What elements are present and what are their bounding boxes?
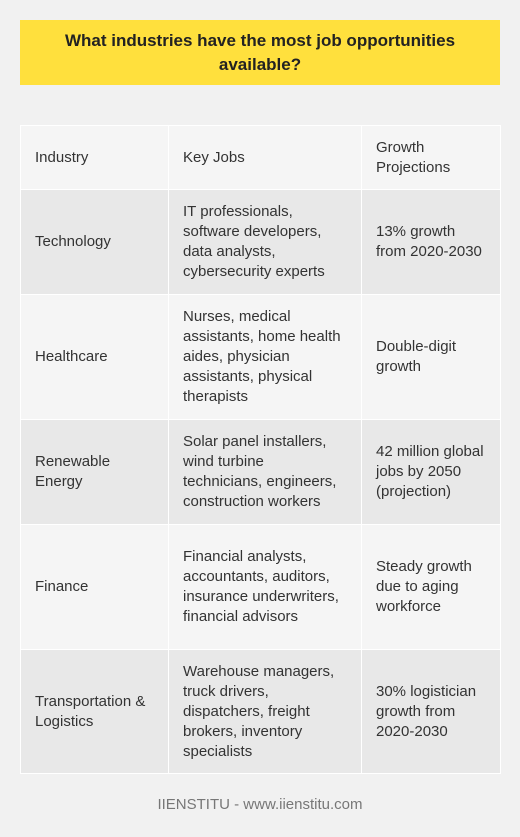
key-jobs-cell: Solar panel installers, wind turbine tec… bbox=[168, 419, 362, 525]
table-row: Finance Financial analysts, accountants,… bbox=[20, 524, 501, 650]
page-title: What industries have the most job opport… bbox=[64, 30, 456, 74]
industry-cell: Renewable Energy bbox=[20, 419, 169, 525]
column-header-key-jobs: Key Jobs bbox=[168, 125, 362, 190]
table-header-row: Industry Key Jobs Growth Projections bbox=[20, 125, 501, 190]
column-header-growth-projections: Growth Projections bbox=[361, 125, 501, 190]
industry-cell: Technology bbox=[20, 189, 169, 295]
table-row: Transportation & Logistics Warehouse man… bbox=[20, 649, 501, 774]
growth-cell: 30% logistician growth from 2020-2030 bbox=[361, 649, 501, 774]
column-header-industry: Industry bbox=[20, 125, 169, 190]
industry-cell: Finance bbox=[20, 524, 169, 650]
table-row: Renewable Energy Solar panel installers,… bbox=[20, 419, 501, 525]
key-jobs-cell: Nurses, medical assistants, home health … bbox=[168, 294, 362, 420]
industry-cell: Healthcare bbox=[20, 294, 169, 420]
industries-table: Industry Key Jobs Growth Projections Tec… bbox=[20, 125, 501, 774]
table-row: Healthcare Nurses, medical assistants, h… bbox=[20, 294, 501, 420]
growth-cell: Double-digit growth bbox=[361, 294, 501, 420]
key-jobs-cell: Financial analysts, accountants, auditor… bbox=[168, 524, 362, 650]
growth-cell: 13% growth from 2020-2030 bbox=[361, 189, 501, 295]
key-jobs-cell: Warehouse managers, truck drivers, dispa… bbox=[168, 649, 362, 774]
footer-attribution: IIENSTITU - www.iienstitu.com bbox=[157, 796, 363, 813]
table-row: Technology IT professionals, software de… bbox=[20, 189, 501, 295]
industry-cell: Transportation & Logistics bbox=[20, 649, 169, 774]
key-jobs-cell: IT professionals, software developers, d… bbox=[168, 189, 362, 295]
title-banner: What industries have the most job opport… bbox=[20, 20, 500, 85]
growth-cell: Steady growth due to aging workforce bbox=[361, 524, 501, 650]
growth-cell: 42 million global jobs by 2050 (projecti… bbox=[361, 419, 501, 525]
